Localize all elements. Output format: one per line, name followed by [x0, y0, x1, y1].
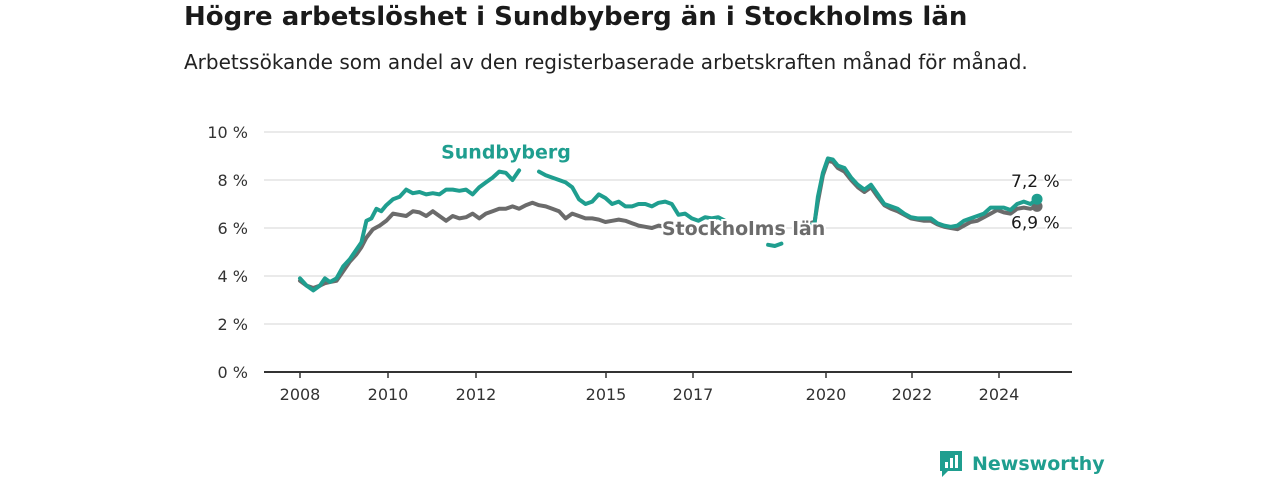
- x-tick-label: 2020: [806, 385, 847, 404]
- y-tick-label: 10 %: [207, 123, 248, 142]
- x-tick-label: 2015: [586, 385, 627, 404]
- y-tick-label: 6 %: [218, 219, 248, 238]
- x-axis: 2008 2010 2012 2015 2017 2020 2022 2024: [280, 372, 1020, 404]
- series-line-stockholms-lan: [298, 200, 694, 290]
- x-tick-label: 2024: [979, 385, 1020, 404]
- x-tick-label: 2012: [456, 385, 497, 404]
- y-tick-label: 8 %: [218, 171, 248, 190]
- y-tick-label: 0 %: [218, 363, 248, 382]
- page-title: Högre arbetslöshet i Sundbyberg än i Sto…: [184, 2, 968, 32]
- x-tick-label: 2017: [673, 385, 714, 404]
- last-value-label: 6,9 %: [1011, 213, 1060, 233]
- chart-lines: [298, 156, 1043, 293]
- page-subtitle: Arbetssökande som andel av den registerb…: [184, 50, 1028, 74]
- series-label: Sundbyberg: [441, 141, 571, 163]
- newsworthy-logo-icon: [940, 451, 962, 477]
- series-line-sundbyberg: [298, 168, 522, 293]
- newsworthy-brand: Newsworthy: [938, 449, 1105, 479]
- last-value-label: 7,2 %: [1011, 172, 1060, 192]
- series-line-sundbyberg: [807, 156, 1039, 229]
- series-line-sundbyberg: [766, 241, 784, 248]
- y-tick-label: 2 %: [218, 315, 248, 334]
- x-tick-label: 2010: [368, 385, 409, 404]
- series-end-point: [1031, 193, 1043, 205]
- x-tick-label: 2022: [892, 385, 933, 404]
- series-line-sundbyberg: [537, 169, 727, 223]
- y-axis: 0 % 2 % 4 % 6 % 8 % 10 %: [207, 123, 248, 382]
- chart-grid: [264, 131, 1072, 373]
- brand-name: Newsworthy: [972, 453, 1105, 475]
- y-tick-label: 4 %: [218, 267, 248, 286]
- series-label: Stockholms län: [662, 218, 825, 240]
- chart-labels: Sundbyberg 7,2 % Stockholms län 6,9 %: [439, 139, 1061, 242]
- x-tick-label: 2008: [280, 385, 321, 404]
